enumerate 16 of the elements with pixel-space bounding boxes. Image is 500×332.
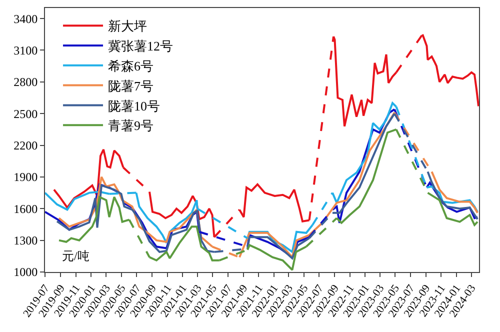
annotation: 元/吨 — [62, 249, 90, 263]
y-tick-label: 1600 — [14, 202, 38, 216]
legend-label: 希森6号 — [108, 58, 154, 74]
y-tick-label: 2800 — [14, 75, 38, 90]
legend-label: 青薯9号 — [108, 118, 154, 134]
y-tick-label: 3100 — [14, 43, 38, 58]
y-tick-label: 1900 — [14, 170, 38, 184]
y-tick-label: 3400 — [14, 12, 38, 26]
legend-label: 新大坪 — [108, 18, 148, 34]
y-tick-label: 2200 — [14, 138, 38, 152]
legend-label: 陇薯10号 — [108, 98, 160, 114]
y-tick-label: 1000 — [14, 265, 38, 280]
y-tick-label: 2500 — [14, 106, 38, 121]
y-tick-label: 1300 — [14, 234, 38, 248]
legend-label: 陇薯7号 — [108, 78, 154, 94]
legend-label: 冀张薯12号 — [108, 38, 174, 54]
